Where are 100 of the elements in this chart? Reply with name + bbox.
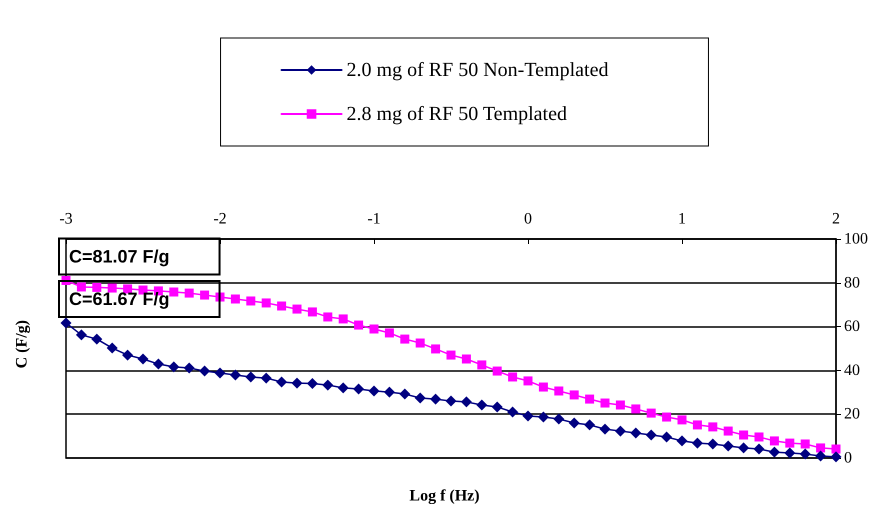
y-tick-label: 40: [844, 362, 860, 379]
point: [630, 428, 642, 439]
point: [614, 426, 626, 437]
point: [739, 430, 748, 440]
point: [199, 366, 210, 377]
x-tick-label: -1: [367, 210, 381, 228]
point: [784, 447, 796, 458]
point: [230, 370, 241, 380]
point: [538, 382, 548, 392]
point: [384, 328, 394, 338]
point: [399, 388, 410, 400]
y-tick-label: 100: [844, 230, 868, 248]
point: [522, 410, 534, 422]
point: [416, 338, 425, 348]
point: [91, 334, 102, 345]
point: [830, 451, 842, 462]
point: [570, 390, 579, 400]
point: [431, 344, 440, 354]
point: [492, 366, 502, 376]
x-tick-label: -3: [59, 210, 73, 228]
point: [692, 420, 702, 430]
point: [524, 376, 532, 386]
point: [462, 354, 471, 364]
point: [246, 296, 256, 306]
point: [832, 444, 840, 454]
legend-label: 2.0 mg of RF 50 Non-Templated: [346, 59, 608, 81]
point: [600, 424, 610, 435]
point: [708, 422, 718, 432]
point: [554, 386, 564, 396]
point: [507, 406, 518, 418]
point: [306, 378, 318, 390]
x-tick-label: 0: [524, 210, 532, 228]
x-tick-label: 2: [832, 210, 840, 228]
point: [430, 394, 442, 405]
point: [754, 432, 764, 442]
point: [76, 282, 86, 292]
point: [616, 400, 625, 410]
x-tick-label: 1: [678, 210, 686, 228]
point: [323, 312, 332, 322]
annotation: C=81.07 F/g: [69, 246, 170, 266]
point: [508, 372, 518, 382]
y-tick-label: 80: [844, 274, 860, 292]
point: [661, 431, 672, 442]
point: [600, 398, 610, 408]
point: [200, 290, 210, 300]
point: [384, 386, 395, 398]
point: [692, 438, 703, 449]
point: [568, 417, 580, 428]
point: [584, 419, 596, 430]
annotation: C=61.67 F/g: [69, 288, 170, 309]
point: [678, 415, 686, 424]
point: [292, 378, 302, 389]
point: [800, 439, 810, 448]
point: [400, 334, 410, 344]
point: [492, 401, 503, 412]
point: [245, 371, 256, 382]
point: [368, 385, 380, 396]
point: [184, 362, 195, 374]
point: [353, 384, 364, 395]
point: [152, 358, 164, 370]
point: [754, 444, 764, 455]
point: [722, 440, 734, 452]
point: [292, 304, 302, 314]
point: [553, 414, 564, 425]
point: [538, 412, 549, 423]
legend-label: 2.8 mg of RF 50 Templated: [346, 103, 567, 125]
point: [370, 324, 378, 334]
point: [169, 288, 178, 296]
point: [262, 298, 271, 308]
point: [460, 396, 472, 408]
y-axis-title: C (F/g): [14, 320, 30, 368]
x-axis-title: Log f (Hz): [409, 488, 480, 504]
point: [738, 442, 750, 454]
point: [276, 376, 288, 388]
point: [214, 368, 226, 379]
point: [414, 392, 426, 404]
point: [230, 294, 240, 304]
point: [815, 450, 826, 462]
point: [184, 288, 194, 298]
x-tick-label: -2: [213, 210, 227, 228]
point: [707, 438, 718, 450]
point: [122, 350, 134, 361]
point: [785, 438, 794, 448]
point: [800, 448, 811, 460]
point: [676, 435, 688, 446]
point: [816, 443, 826, 452]
point: [354, 320, 364, 330]
point: [724, 426, 733, 436]
point: [646, 430, 657, 441]
point: [260, 372, 272, 384]
y-tick-label: 20: [844, 406, 860, 423]
point: [768, 446, 780, 458]
point: [446, 350, 456, 360]
point: [60, 317, 72, 328]
point: [308, 307, 317, 316]
point: [770, 436, 779, 446]
y-tick-label: 60: [844, 318, 860, 336]
point: [76, 329, 87, 340]
point: [277, 302, 286, 311]
point: [322, 380, 334, 391]
